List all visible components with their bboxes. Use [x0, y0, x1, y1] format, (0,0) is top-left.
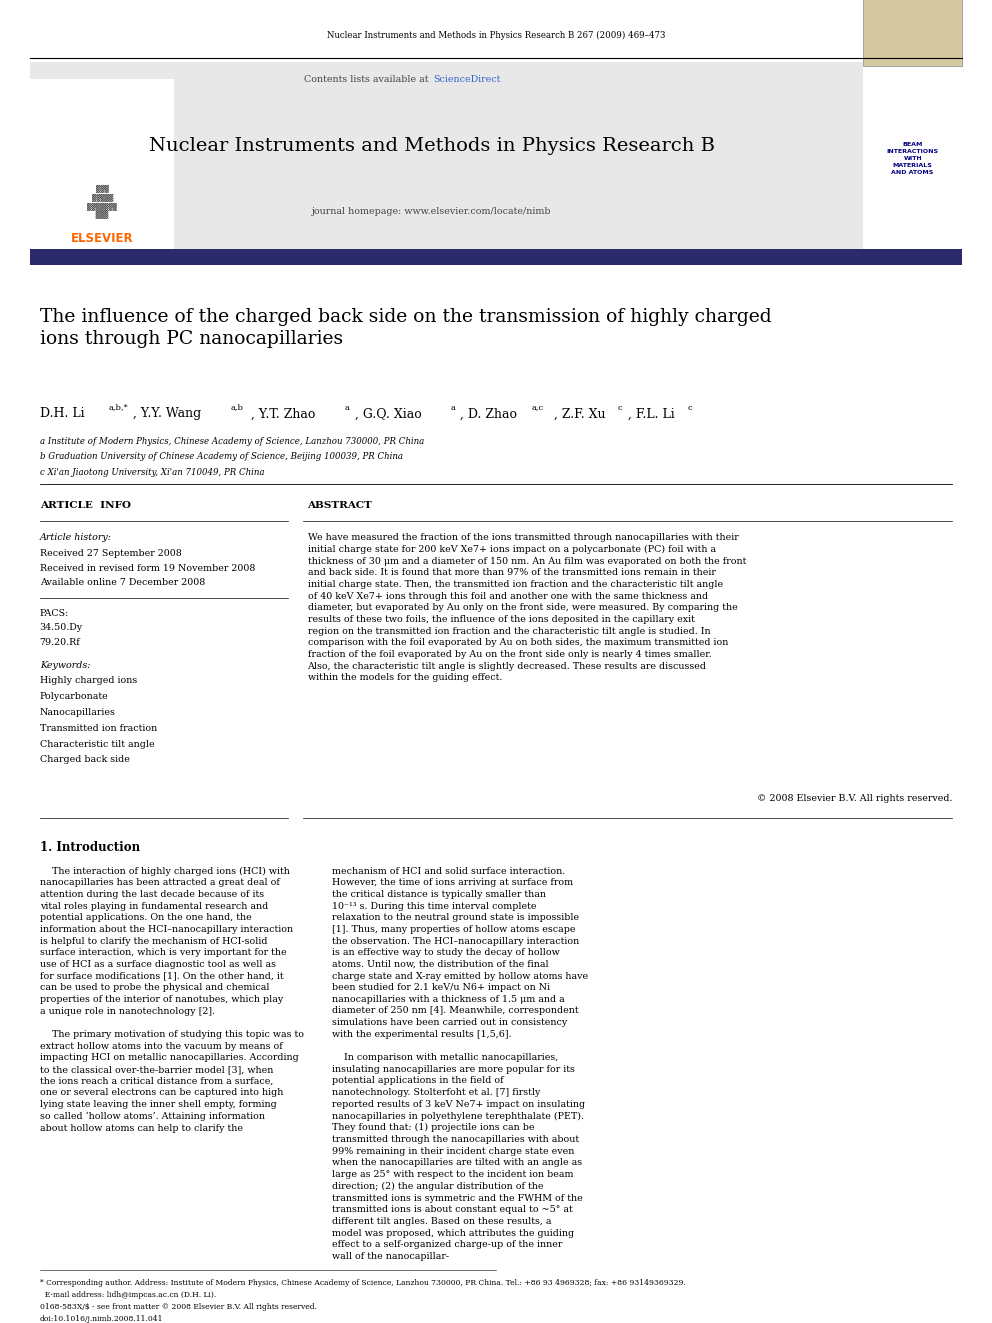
Text: , Z.F. Xu: , Z.F. Xu	[554, 407, 605, 421]
Text: a,b: a,b	[230, 404, 243, 411]
Text: , F.L. Li: , F.L. Li	[628, 407, 675, 421]
Text: b Graduation University of Chinese Academy of Science, Beijing 100039, PR China: b Graduation University of Chinese Acade…	[40, 452, 403, 462]
Text: c: c	[618, 404, 623, 411]
Text: Keywords:: Keywords:	[40, 662, 90, 671]
Text: PACS:: PACS:	[40, 609, 69, 618]
Text: a: a	[344, 404, 349, 411]
Text: c Xi'an Jiaotong University, Xi'an 710049, PR China: c Xi'an Jiaotong University, Xi'an 71004…	[40, 468, 264, 478]
Text: Highly charged ions: Highly charged ions	[40, 676, 137, 685]
Text: 1. Introduction: 1. Introduction	[40, 841, 140, 855]
Text: Nanocapillaries: Nanocapillaries	[40, 708, 115, 717]
Text: E-mail address: lidh@impcas.ac.cn (D.H. Li).: E-mail address: lidh@impcas.ac.cn (D.H. …	[40, 1291, 216, 1299]
Bar	[863, 0, 962, 66]
Text: The interaction of highly charged ions (HCI) with
nanocapillaries has been attra: The interaction of highly charged ions (…	[40, 867, 304, 1132]
Text: Received 27 September 2008: Received 27 September 2008	[40, 549, 182, 558]
Text: a,b,*: a,b,*	[108, 404, 128, 411]
Text: Available online 7 December 2008: Available online 7 December 2008	[40, 578, 205, 587]
Text: c: c	[687, 404, 692, 411]
Text: ScienceDirect: ScienceDirect	[434, 75, 501, 83]
Text: ARTICLE  INFO: ARTICLE INFO	[40, 501, 131, 511]
Bar	[30, 79, 174, 251]
Text: a: a	[450, 404, 455, 411]
Text: , D. Zhao: , D. Zhao	[460, 407, 517, 421]
Text: Charged back side: Charged back side	[40, 755, 130, 765]
Text: a Institute of Modern Physics, Chinese Academy of Science, Lanzhou 730000, PR Ch: a Institute of Modern Physics, Chinese A…	[40, 437, 424, 446]
Bar	[30, 249, 962, 265]
Text: , G.Q. Xiao: , G.Q. Xiao	[355, 407, 422, 421]
Text: journal homepage: www.elsevier.com/locate/nimb: journal homepage: www.elsevier.com/locat…	[311, 208, 552, 216]
Text: Nuclear Instruments and Methods in Physics Research B 267 (2009) 469–473: Nuclear Instruments and Methods in Physi…	[326, 32, 666, 40]
Text: Article history:: Article history:	[40, 533, 112, 542]
Text: ▓▓▓
▓▓▓▓▓
▓▓▓▓▓▓▓
  ▓▓▓: ▓▓▓ ▓▓▓▓▓ ▓▓▓▓▓▓▓ ▓▓▓	[87, 185, 117, 220]
Bar	[30, 62, 863, 251]
Text: Characteristic tilt angle: Characteristic tilt angle	[40, 740, 155, 749]
Text: 0168-583X/$ - see front matter © 2008 Elsevier B.V. All rights reserved.: 0168-583X/$ - see front matter © 2008 El…	[40, 1303, 316, 1311]
Text: * Corresponding author. Address: Institute of Modern Physics, Chinese Academy of: * Corresponding author. Address: Institu…	[40, 1279, 685, 1287]
Text: Received in revised form 19 November 2008: Received in revised form 19 November 200…	[40, 564, 255, 573]
Text: 34.50.Dy: 34.50.Dy	[40, 623, 82, 632]
Text: , Y.T. Zhao: , Y.T. Zhao	[251, 407, 315, 421]
Text: ABSTRACT: ABSTRACT	[308, 501, 372, 511]
Text: Transmitted ion fraction: Transmitted ion fraction	[40, 724, 157, 733]
Text: doi:10.1016/j.nimb.2008.11.041: doi:10.1016/j.nimb.2008.11.041	[40, 1315, 163, 1323]
Text: , Y.Y. Wang: , Y.Y. Wang	[133, 407, 201, 421]
Text: Nuclear Instruments and Methods in Physics Research B: Nuclear Instruments and Methods in Physi…	[149, 136, 714, 155]
Text: 79.20.Rf: 79.20.Rf	[40, 638, 80, 647]
Text: ELSEVIER: ELSEVIER	[70, 232, 134, 245]
Text: We have measured the fraction of the ions transmitted through nanocapillaries wi: We have measured the fraction of the ion…	[308, 533, 746, 683]
Text: D.H. Li: D.H. Li	[40, 407, 84, 421]
Text: BEAM
INTERACTIONS
WITH
MATERIALS
AND ATOMS: BEAM INTERACTIONS WITH MATERIALS AND ATO…	[887, 143, 938, 175]
Text: mechanism of HCI and solid surface interaction.
However, the time of ions arrivi: mechanism of HCI and solid surface inter…	[332, 867, 588, 1261]
Text: © 2008 Elsevier B.V. All rights reserved.: © 2008 Elsevier B.V. All rights reserved…	[757, 794, 952, 803]
Text: Polycarbonate: Polycarbonate	[40, 692, 108, 701]
Text: The influence of the charged back side on the transmission of highly charged
ion: The influence of the charged back side o…	[40, 308, 772, 348]
Text: a,c: a,c	[532, 404, 544, 411]
Text: Contents lists available at: Contents lists available at	[304, 75, 432, 83]
